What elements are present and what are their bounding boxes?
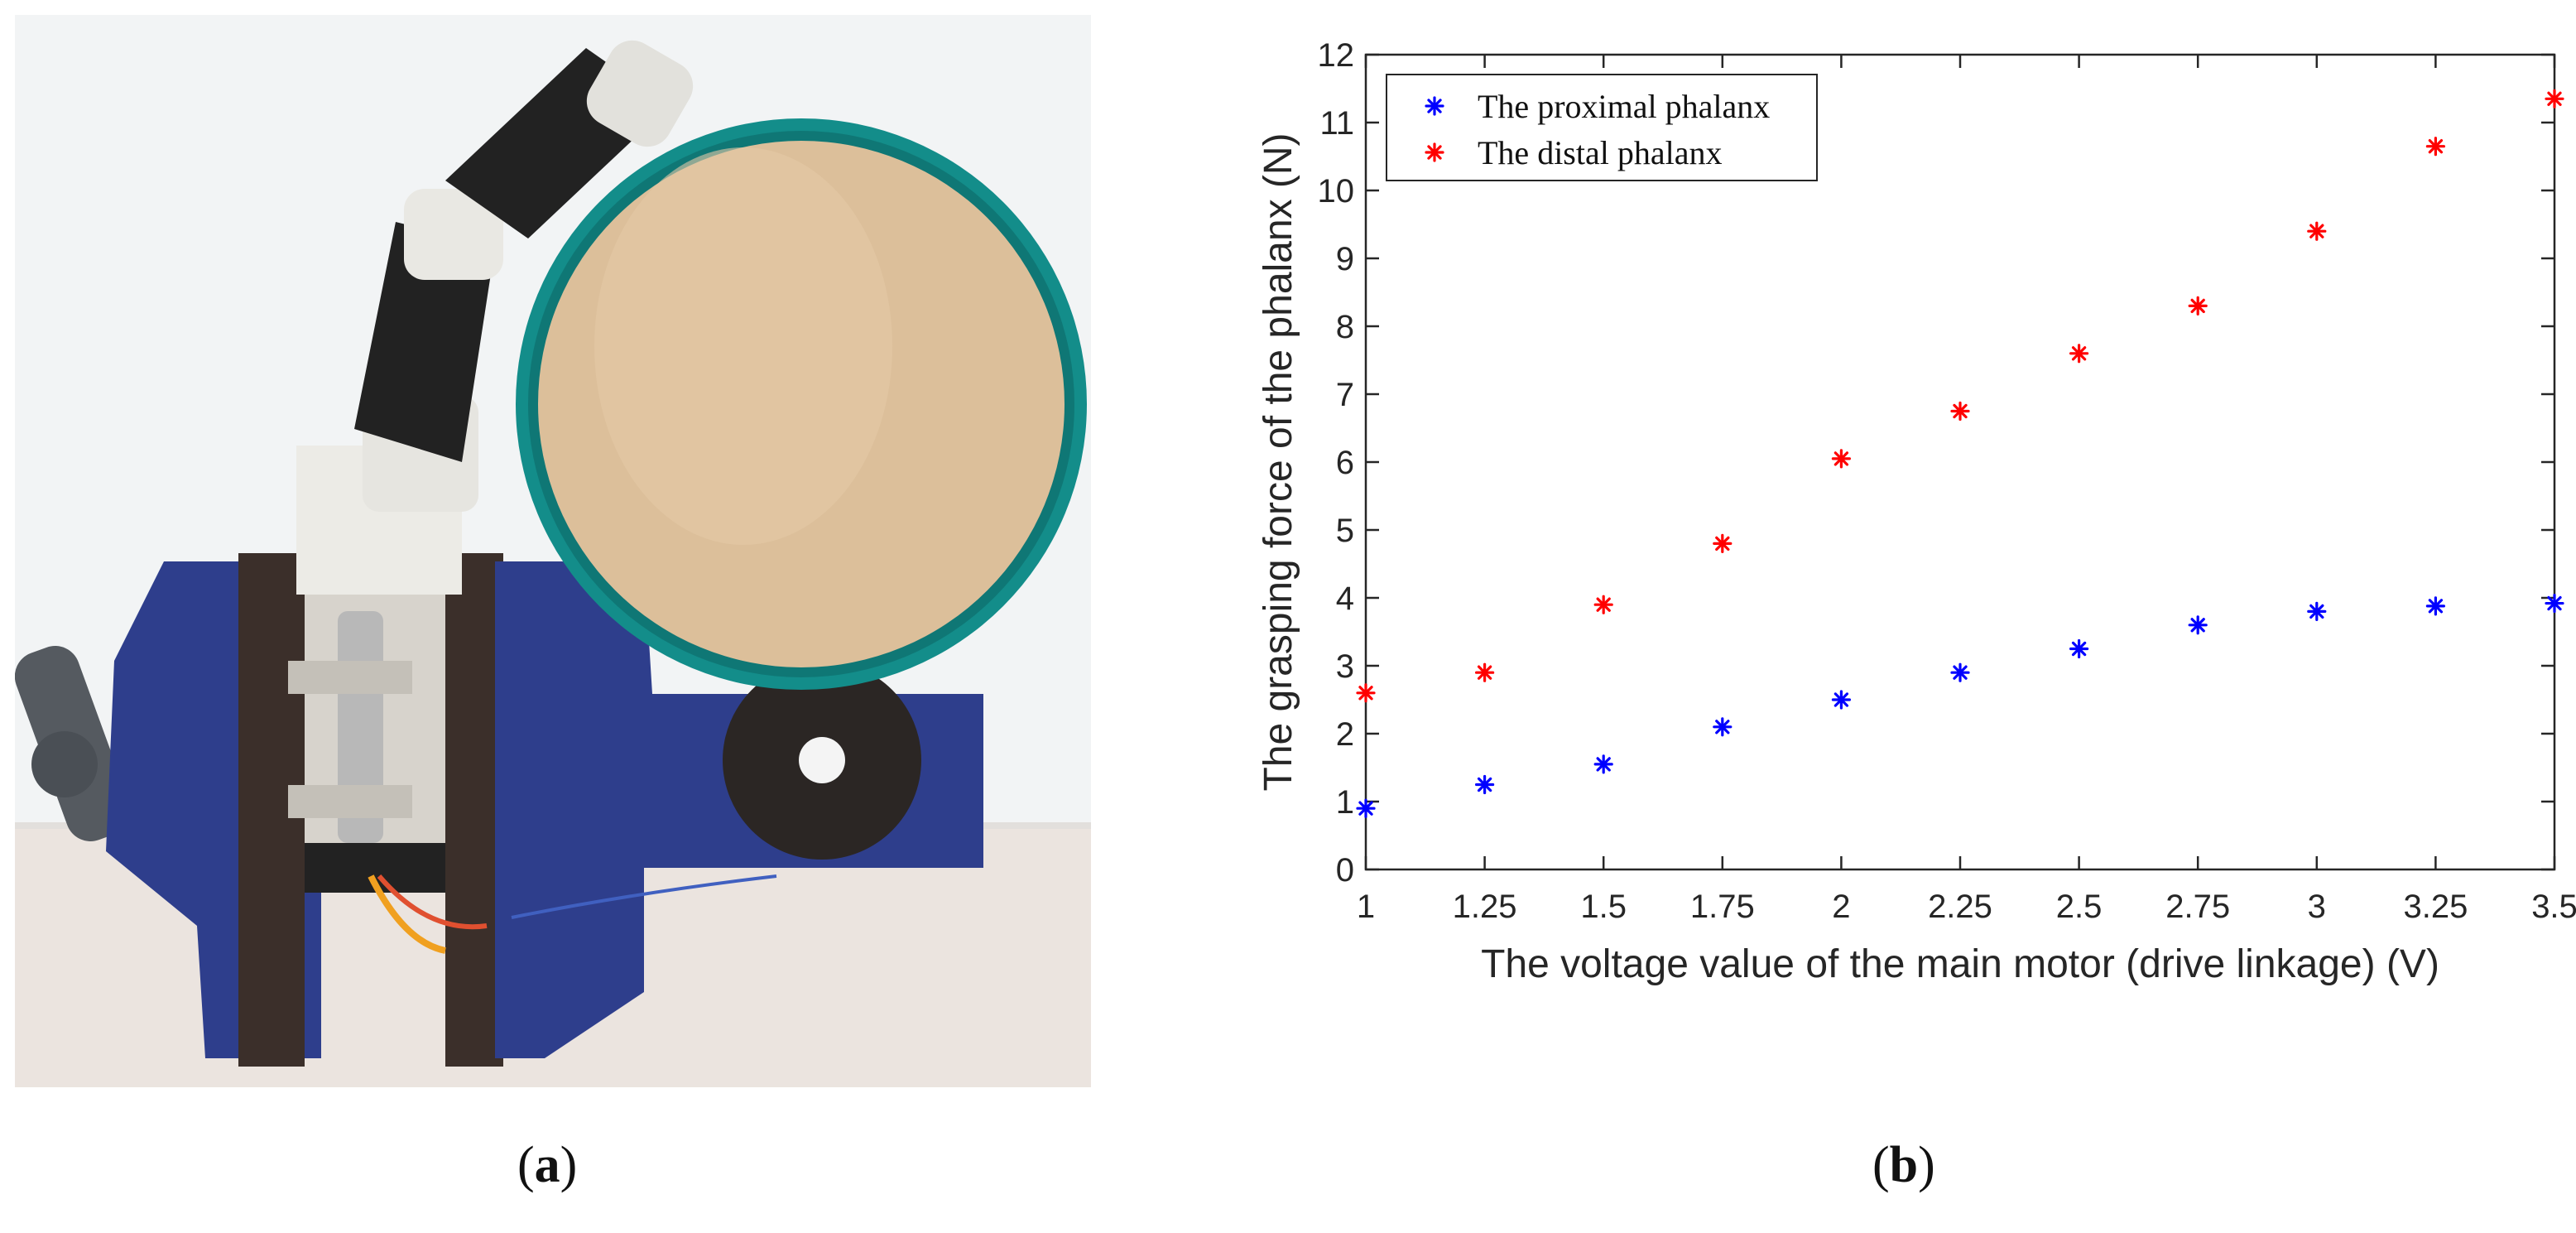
marker-stroke bbox=[1715, 720, 1730, 735]
data-point-proximal bbox=[1950, 662, 1970, 682]
x-tick-label: 3.25 bbox=[2403, 889, 2468, 925]
data-point-distal bbox=[2545, 89, 2564, 108]
data-point-distal bbox=[1831, 449, 1851, 469]
data-point-distal bbox=[1950, 401, 1970, 421]
marker-stroke bbox=[1427, 145, 1442, 160]
caption-a-open: ( bbox=[517, 1137, 535, 1193]
x-tick-label: 2.25 bbox=[1928, 889, 1992, 925]
marker-stroke bbox=[1833, 692, 1849, 707]
x-tick-label: 3 bbox=[2308, 889, 2326, 925]
caption-a-letter: a bbox=[534, 1137, 560, 1193]
caption-b: (b) bbox=[1872, 1136, 1935, 1219]
legend-label: The proximal phalanx bbox=[1478, 88, 1770, 125]
data-point-proximal bbox=[2188, 615, 2208, 635]
marker-stroke bbox=[1596, 757, 1611, 772]
data-point-proximal bbox=[1593, 754, 1613, 774]
y-tick-label: 3 bbox=[1336, 648, 1354, 685]
y-tick-label: 12 bbox=[1318, 37, 1355, 74]
marker-stroke bbox=[1477, 665, 1492, 680]
y-tick-label: 9 bbox=[1336, 241, 1354, 277]
marker-stroke bbox=[2071, 641, 2087, 657]
marker-stroke bbox=[2309, 604, 2324, 619]
caption-b-open: ( bbox=[1872, 1137, 1890, 1193]
marker-stroke bbox=[2309, 224, 2324, 238]
y-tick-label: 10 bbox=[1318, 173, 1355, 210]
legend-marker bbox=[1425, 142, 1444, 162]
data-point-distal bbox=[1713, 533, 1733, 554]
data-point-distal bbox=[1474, 662, 1495, 682]
data-point-distal bbox=[1593, 595, 1613, 614]
marker-stroke bbox=[2071, 346, 2087, 361]
x-tick-label: 1.75 bbox=[1690, 889, 1755, 925]
marker-stroke bbox=[1953, 403, 1968, 419]
y-tick-label: 7 bbox=[1336, 377, 1354, 413]
marker-stroke bbox=[1427, 99, 1442, 113]
y-tick-label: 2 bbox=[1336, 716, 1354, 753]
caption-a-close: ) bbox=[560, 1137, 578, 1193]
caption-b-letter: b bbox=[1889, 1137, 1919, 1193]
data-point-distal bbox=[1356, 683, 1376, 703]
data-point-distal bbox=[2307, 221, 2327, 241]
marker-stroke bbox=[1477, 777, 1492, 792]
legend-box bbox=[1386, 74, 1818, 181]
y-tick-label: 5 bbox=[1336, 513, 1354, 549]
data-point-proximal bbox=[2425, 596, 2445, 616]
marker-stroke bbox=[1358, 801, 1373, 816]
y-tick-label: 4 bbox=[1336, 580, 1354, 617]
data-point-proximal bbox=[1713, 717, 1733, 737]
data-point-proximal bbox=[2069, 638, 2089, 659]
photo-panel-a bbox=[15, 15, 1091, 1087]
legend-label: The distal phalanx bbox=[1478, 134, 1722, 171]
y-tick-label: 1 bbox=[1336, 784, 1354, 821]
marker-stroke bbox=[1358, 686, 1373, 701]
marker-stroke bbox=[2428, 139, 2444, 154]
x-tick-label: 1.5 bbox=[1580, 889, 1627, 925]
x-tick-label: 2.5 bbox=[2056, 889, 2103, 925]
data-point-proximal bbox=[2307, 601, 2327, 622]
x-tick-label: 2 bbox=[1832, 889, 1850, 925]
marker-stroke bbox=[2190, 298, 2205, 314]
data-point-proximal bbox=[2545, 593, 2564, 614]
y-tick-label: 11 bbox=[1319, 105, 1354, 142]
marker-stroke bbox=[2190, 618, 2205, 633]
y-tick-label: 6 bbox=[1336, 445, 1354, 481]
y-tick-label: 0 bbox=[1336, 852, 1354, 889]
y-axis-label: The grasping force of the phalanx (N) bbox=[1257, 132, 1300, 791]
data-point-proximal bbox=[1474, 774, 1495, 795]
x-tick-label: 1.25 bbox=[1453, 889, 1517, 925]
y-tick-label: 8 bbox=[1336, 309, 1354, 345]
data-point-distal bbox=[2188, 296, 2208, 315]
marker-stroke bbox=[1596, 597, 1611, 612]
marker-stroke bbox=[2428, 599, 2444, 614]
data-point-proximal bbox=[1831, 690, 1851, 710]
caption-b-close: ) bbox=[1918, 1137, 1935, 1193]
data-point-distal bbox=[2069, 344, 2089, 364]
x-tick-label: 3.5 bbox=[2531, 889, 2576, 925]
caption-a: (a) bbox=[517, 1136, 577, 1219]
marker-stroke bbox=[1715, 536, 1730, 551]
marker-stroke bbox=[1833, 451, 1849, 466]
data-point-distal bbox=[2425, 137, 2445, 157]
scatter-plot: 1 1.25 1.5 1.75 2 2.25 2.5 2.75 3 3.25 3.501234567… bbox=[1257, 37, 2576, 986]
marker-stroke bbox=[2547, 91, 2562, 106]
x-tick-label: 2.75 bbox=[2165, 889, 2230, 925]
data-point-proximal bbox=[1356, 798, 1376, 818]
marker-stroke bbox=[2547, 595, 2562, 611]
marker-stroke bbox=[1953, 665, 1968, 680]
legend-marker bbox=[1425, 96, 1444, 116]
x-axis-label: The voltage value of the main motor (dri… bbox=[1481, 942, 2439, 986]
robotic-finger-photo bbox=[15, 15, 1091, 1087]
x-tick-label: 1 bbox=[1357, 889, 1375, 925]
